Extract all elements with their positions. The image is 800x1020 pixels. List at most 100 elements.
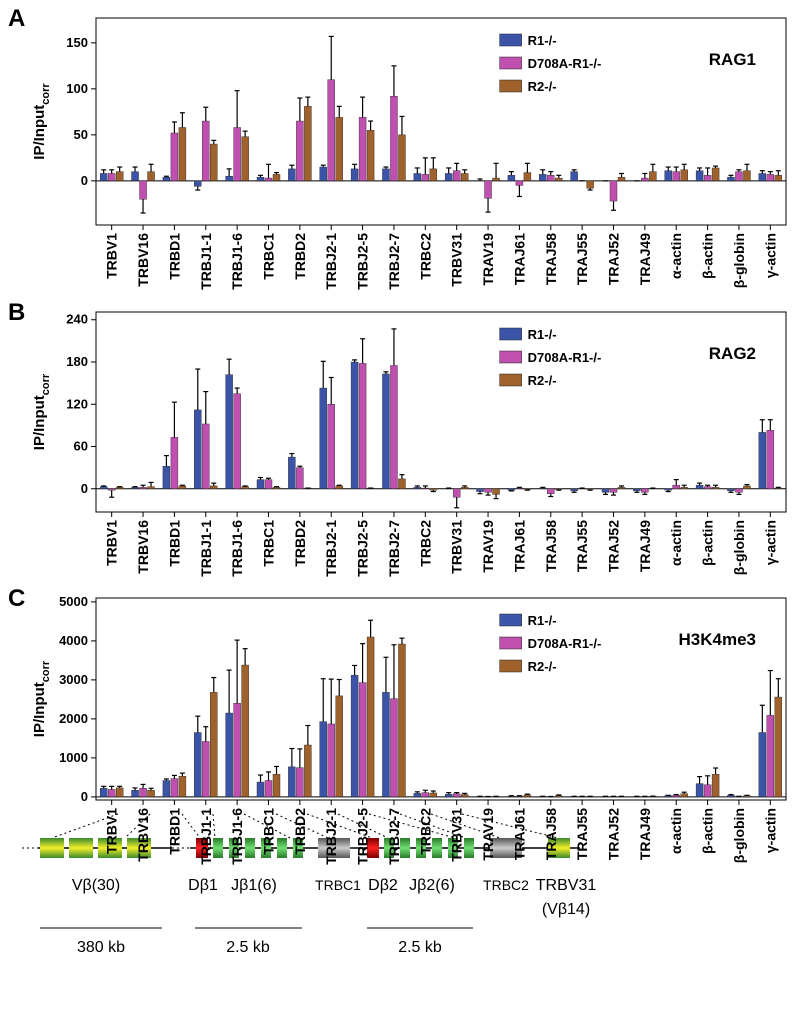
- bar: [327, 404, 335, 489]
- bar: [272, 174, 281, 182]
- bar: [695, 170, 704, 182]
- bar: [139, 487, 147, 489]
- bar: [233, 703, 241, 798]
- error-bar: [603, 492, 608, 495]
- error-bar: [195, 368, 201, 410]
- y-tick-label: 0: [81, 481, 88, 496]
- y-tick-label: 150: [66, 35, 88, 50]
- bar: [99, 486, 108, 489]
- error-bar: [414, 167, 420, 174]
- bar: [358, 682, 367, 798]
- error-bar: [391, 328, 397, 366]
- plot-frame: [95, 17, 787, 226]
- x-tick-label: TRBC1: [261, 233, 277, 280]
- error-bar: [713, 767, 719, 775]
- error-bar: [540, 169, 546, 175]
- bar: [484, 488, 492, 493]
- segment-label: Jβ2(6): [409, 877, 455, 894]
- error-bar: [289, 164, 295, 169]
- error-bar: [767, 171, 773, 175]
- error-bar: [556, 174, 562, 179]
- bar: [672, 795, 680, 798]
- x-tick-label: γ-actin: [762, 808, 778, 853]
- segment-label: Vβ(30): [72, 877, 120, 894]
- error-bar: [368, 120, 374, 131]
- error-bar: [289, 452, 295, 458]
- bar: [758, 173, 767, 182]
- error-bar: [477, 491, 483, 495]
- error-bar: [383, 166, 389, 169]
- bar: [711, 774, 720, 798]
- x-tick-label: β-actin: [700, 520, 716, 566]
- bar: [523, 172, 532, 182]
- error-bar: [587, 489, 593, 491]
- j-segment: [245, 838, 255, 858]
- error-bar: [297, 748, 303, 768]
- legend-label: R1-/-: [528, 327, 557, 342]
- bar: [664, 170, 672, 182]
- error-bar: [713, 484, 719, 488]
- d-segment: [196, 838, 208, 858]
- bar: [774, 696, 783, 798]
- bar: [452, 793, 461, 798]
- bar: [210, 485, 218, 489]
- bar: [264, 780, 273, 798]
- error-bar: [399, 637, 405, 645]
- bar: [492, 488, 500, 495]
- x-tick-label: α-actin: [668, 520, 684, 566]
- bar: [664, 488, 672, 491]
- bar: [766, 715, 775, 798]
- error-bar: [289, 747, 295, 767]
- error-bar: [163, 175, 169, 178]
- error-bar: [705, 484, 711, 487]
- legend-swatch: [499, 79, 522, 93]
- j-segment: [229, 838, 239, 858]
- x-tick-label: TRAJ49: [637, 808, 653, 860]
- bar: [452, 488, 461, 498]
- bar: [162, 780, 171, 798]
- bar: [147, 790, 155, 798]
- bar: [555, 177, 563, 182]
- error-bar: [305, 96, 311, 107]
- panel-label: A: [8, 5, 25, 32]
- bar: [601, 488, 610, 493]
- error-bar: [462, 169, 468, 174]
- bar: [766, 174, 775, 182]
- bar: [170, 132, 179, 182]
- x-tick-label: TRBJ1-1: [198, 520, 214, 577]
- error-bar: [274, 486, 279, 488]
- error-bar: [422, 485, 428, 489]
- j-segment: [277, 838, 287, 858]
- x-tick-label: TRBJ2-7: [386, 520, 402, 577]
- x-tick-label: TRBC2: [417, 808, 433, 855]
- legend-label: R2-/-: [528, 79, 557, 94]
- y-tick-label: 60: [74, 439, 88, 454]
- error-bar: [477, 178, 483, 181]
- bar: [233, 393, 241, 489]
- bar: [703, 175, 712, 182]
- connector: [337, 813, 389, 839]
- legend-swatch: [499, 350, 522, 364]
- error-bar: [163, 778, 169, 781]
- error-bar: [320, 164, 326, 168]
- error-bar: [508, 171, 514, 176]
- error-bar: [414, 791, 420, 794]
- error-bar: [211, 482, 217, 486]
- error-bar: [195, 715, 201, 733]
- bar: [515, 180, 524, 186]
- scale-label: 2.5 kb: [226, 939, 270, 956]
- connector: [399, 813, 467, 839]
- x-tick-label: TRAJ52: [606, 233, 622, 285]
- error-bar: [132, 486, 138, 488]
- bar: [296, 767, 304, 798]
- error-bar: [611, 492, 616, 496]
- bar: [672, 171, 680, 182]
- legend-label: R2-/-: [528, 373, 557, 388]
- error-bar: [556, 794, 562, 796]
- bar: [460, 794, 469, 798]
- x-tick-label: TRAJ55: [574, 808, 590, 860]
- error-bar: [399, 474, 405, 479]
- y-tick-label: 180: [66, 354, 88, 369]
- error-bar: [767, 669, 773, 716]
- y-tick-label: 120: [66, 396, 88, 411]
